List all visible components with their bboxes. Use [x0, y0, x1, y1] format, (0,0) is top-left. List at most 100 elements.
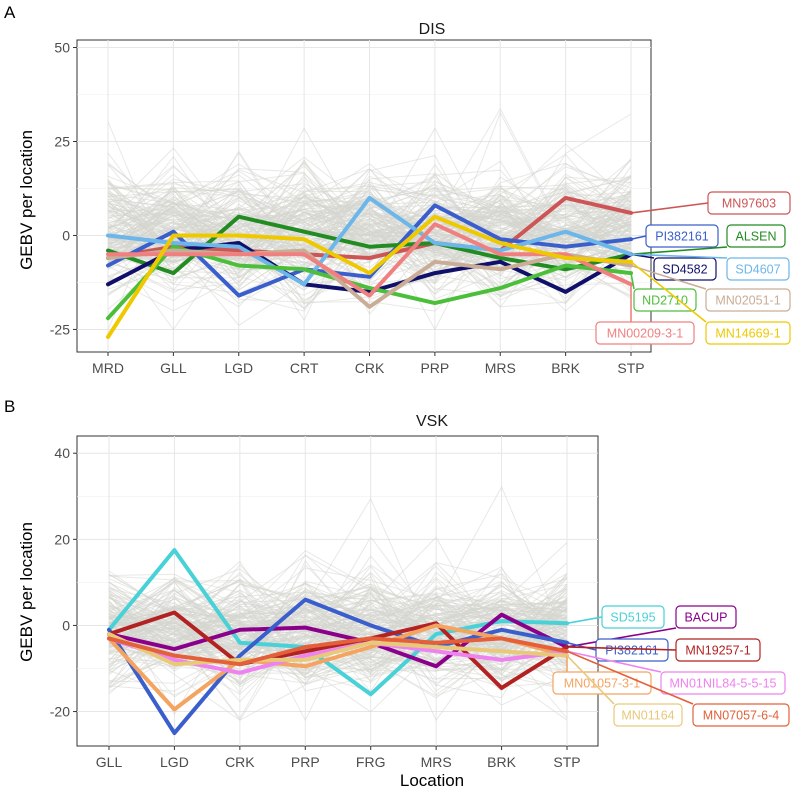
label-box-mn01nil84-5-5-15: [660, 671, 786, 695]
label-leader-mn19257-1: [566, 646, 677, 651]
x-tick-label: PRP: [420, 360, 449, 376]
label-box-alsen: [726, 224, 786, 248]
x-tick-label: CRK: [355, 360, 385, 376]
background-line: [107, 176, 632, 285]
background-line: [107, 159, 632, 250]
label-leader-mn97603: [630, 202, 709, 214]
series-line-sd4582: [106, 241, 633, 294]
background-line: [107, 152, 632, 269]
label-box-mn00209-3-1: [595, 321, 695, 345]
label-box-sd4607: [726, 257, 790, 281]
series-label-sd4607: SD4607: [735, 263, 780, 277]
series-line-mn19257-1: [107, 610, 569, 690]
series-label-sd5195: SD5195: [610, 611, 655, 625]
background-line: [108, 604, 568, 676]
background-line: [108, 603, 568, 661]
series-line-bacup: [107, 612, 569, 669]
series-label-mn01nil84-5-5-15: MN01NIL84-5-5-15: [670, 677, 777, 691]
y-tick-label: 50: [54, 40, 70, 56]
panel-letter-a: A: [4, 3, 16, 22]
label-box-pi382161: [645, 224, 719, 248]
series-label-mn19257-1: MN19257-1: [685, 644, 750, 658]
panel-b: B VSK GEBV per location Location -20 0 20 4…: [4, 397, 790, 790]
y-tick-label: 20: [54, 531, 70, 547]
series-label-mn00209-3-1: MN00209-3-1: [607, 327, 683, 341]
label-box-sd5195: [601, 605, 665, 629]
y-axis-title-a: GEBV per location: [17, 130, 36, 270]
x-tick-label: CRK: [225, 754, 255, 770]
background-line: [108, 582, 568, 652]
background-line: [107, 176, 632, 268]
series-label-mn01164: MN01164: [621, 709, 674, 723]
background-line: [107, 183, 632, 249]
background-line: [107, 166, 632, 261]
label-leader-mn14669-1: [630, 261, 707, 323]
y-axis-title-b: GEBV per location: [17, 522, 36, 662]
x-tick-label: GLL: [96, 754, 123, 770]
label-leader-mn01164: [566, 655, 615, 705]
series-label-nd2710: ND2710: [642, 294, 688, 308]
x-tick-label: MRS: [485, 360, 516, 376]
series-label-mn07057-6-4: MN07057-6-4: [703, 709, 779, 723]
background-line: [107, 168, 632, 330]
background-line: [107, 150, 632, 275]
y-tick-label: 0: [62, 617, 70, 633]
background-line: [107, 188, 632, 271]
series-label-alsen: ALSEN: [736, 230, 777, 244]
series-label-bacup: BACUP: [684, 611, 727, 625]
series-label-mn02051-1: MN02051-1: [715, 294, 780, 308]
label-box-mn01164: [613, 703, 683, 727]
label-leader-bacup: [566, 627, 677, 648]
label-box-bacup: [675, 605, 737, 629]
label-leader-sd5195: [566, 616, 603, 625]
label-leader-mn01nil84-5-5-15: [566, 650, 662, 673]
label-box-sd4582: [653, 257, 717, 281]
label-leader-pi382161: [566, 641, 597, 651]
y-tick-label: -25: [50, 321, 70, 337]
y-tick-label: 40: [54, 445, 70, 461]
series-label-mn14669-1: MN14669-1: [715, 327, 780, 341]
background-line: [108, 594, 568, 688]
label-leader-alsen: [630, 246, 728, 256]
background-line: [107, 201, 632, 258]
label-box-mn07057-6-4: [692, 703, 790, 727]
series-label-pi382161: PI382161: [655, 230, 709, 244]
series-line-mn01057-3-1: [107, 623, 569, 712]
label-box-mn19257-1: [675, 638, 761, 662]
background-line: [107, 153, 632, 253]
label-leader-sd4607: [630, 253, 728, 259]
series-label-sd4582: SD4582: [662, 263, 707, 277]
label-leader-nd2710: [630, 272, 635, 290]
label-leader-mn07057-6-4: [566, 650, 694, 705]
panel-title-b: VSK: [416, 413, 448, 430]
background-line: [108, 560, 568, 685]
y-tick-label: 0: [62, 227, 70, 243]
series-label-pi382161: PI382161: [605, 644, 659, 658]
background-line: [107, 189, 632, 326]
series-line-mn07057-6-4: [107, 636, 569, 667]
x-tick-label: BRK: [487, 754, 516, 770]
label-box-mn14669-1: [705, 321, 791, 345]
x-tick-label: MRD: [92, 360, 124, 376]
x-tick-label: CRT: [290, 360, 319, 376]
x-tick-label: GLL: [160, 360, 187, 376]
label-box-mn01057-3-1: [552, 671, 652, 695]
background-line: [108, 567, 568, 661]
panel-a: A DIS GEBV per location -25 0 25 50 MRD GLL LG…: [4, 3, 791, 376]
panel-title-a: DIS: [419, 21, 446, 38]
background-line: [108, 609, 568, 692]
series-line-pi382161: [107, 597, 569, 736]
x-axis-title: Location: [400, 771, 464, 790]
series-label-mn97603: MN97603: [722, 197, 776, 211]
series-line-sd4607: [106, 195, 633, 287]
label-leader-pi382161: [630, 235, 647, 241]
background-line: [107, 204, 632, 268]
panel-letter-b: B: [4, 397, 15, 416]
x-tick-label: LGD: [160, 754, 189, 770]
x-tick-label: LGD: [224, 360, 253, 376]
x-tick-label: FRG: [356, 754, 386, 770]
series-label-mn01057-3-1: MN01057-3-1: [564, 677, 640, 691]
label-box-mn97603: [707, 191, 791, 215]
series-line-mn02051-1: [106, 248, 633, 309]
x-tick-label: STP: [553, 754, 580, 770]
